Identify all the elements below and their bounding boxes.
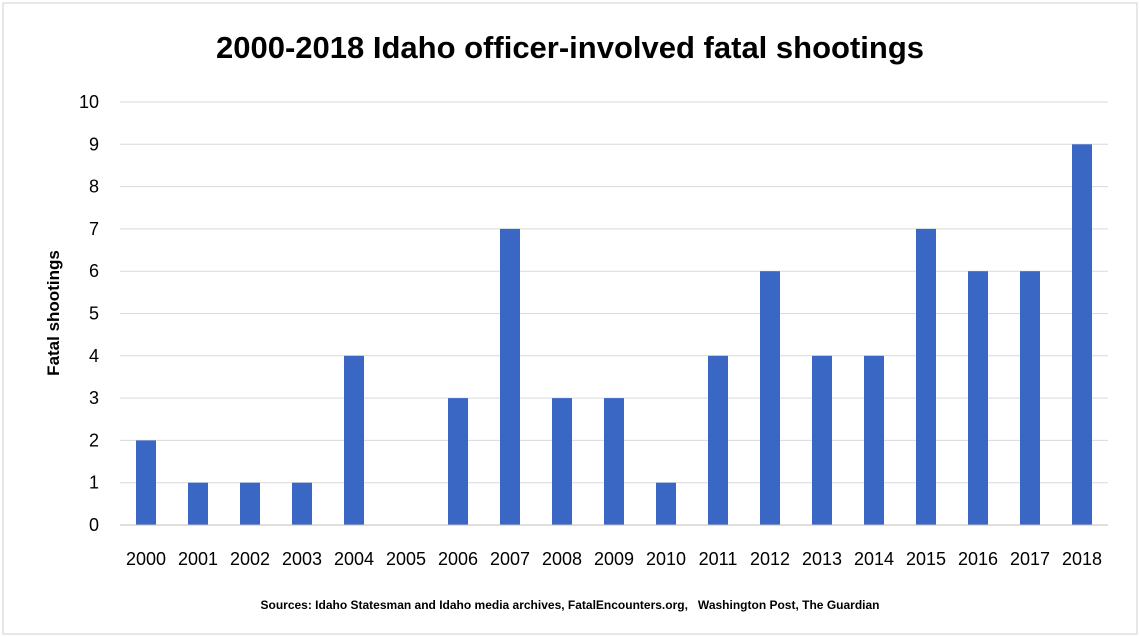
y-tick-label: 6 — [89, 261, 99, 281]
bar-2012 — [760, 271, 780, 525]
bar-2001 — [188, 482, 208, 525]
bars — [136, 144, 1092, 526]
y-tick-label: 3 — [89, 388, 99, 408]
bar-2016 — [968, 271, 988, 525]
bar-2003 — [292, 482, 312, 525]
x-tick-label: 2013 — [802, 549, 842, 569]
bar-2010 — [656, 482, 676, 525]
y-tick-label: 2 — [89, 430, 99, 450]
x-tick-label: 2017 — [1010, 549, 1050, 569]
bar-2004 — [344, 355, 364, 525]
sources-note: Sources: Idaho Statesman and Idaho media… — [260, 598, 879, 612]
bar-2009 — [604, 398, 624, 525]
x-tick-label: 2000 — [126, 549, 166, 569]
y-axis-ticks: 0 1 2 3 4 5 6 7 8 9 10 — [79, 92, 99, 535]
bar-2017 — [1020, 271, 1040, 525]
x-tick-label: 2001 — [178, 549, 218, 569]
y-tick-label: 8 — [89, 177, 99, 197]
bar-2008 — [552, 398, 572, 525]
x-tick-label: 2004 — [334, 549, 374, 569]
x-tick-label: 2018 — [1062, 549, 1102, 569]
y-tick-label: 4 — [89, 346, 99, 366]
bar-2015 — [916, 228, 936, 525]
bar-2000 — [136, 440, 156, 525]
bar-2002 — [240, 482, 260, 525]
bar-2011 — [708, 355, 728, 525]
x-tick-label: 2009 — [594, 549, 634, 569]
y-tick-label: 5 — [89, 304, 99, 324]
x-tick-label: 2003 — [282, 549, 322, 569]
x-tick-label: 2014 — [854, 549, 894, 569]
y-tick-label: 0 — [89, 515, 99, 535]
y-tick-label: 1 — [89, 473, 99, 493]
x-tick-label: 2005 — [386, 549, 426, 569]
bar-2006 — [448, 398, 468, 525]
x-tick-label: 2007 — [490, 549, 530, 569]
y-axis-label: Fatal shootings — [44, 250, 63, 376]
bar-2013 — [812, 355, 832, 525]
x-axis-ticks: 2000 2001 2002 2003 2004 2005 2006 2007 2008 2009… — [126, 549, 1102, 569]
y-tick-label: 9 — [89, 134, 99, 154]
bar-2014 — [864, 355, 884, 525]
gridlines — [120, 101, 1108, 484]
x-tick-label: 2016 — [958, 549, 998, 569]
x-tick-label: 2011 — [699, 549, 738, 569]
bar-2018 — [1072, 144, 1092, 526]
x-tick-label: 2006 — [438, 549, 478, 569]
bar-2007 — [500, 228, 520, 525]
chart-title: 2000-2018 Idaho officer-involved fatal s… — [216, 30, 924, 65]
y-tick-label: 10 — [79, 92, 99, 112]
y-tick-label: 7 — [89, 219, 99, 239]
x-tick-label: 2012 — [750, 549, 790, 569]
x-tick-label: 2010 — [646, 549, 686, 569]
x-tick-label: 2002 — [230, 549, 270, 569]
x-tick-label: 2008 — [542, 549, 582, 569]
x-tick-label: 2015 — [906, 549, 946, 569]
